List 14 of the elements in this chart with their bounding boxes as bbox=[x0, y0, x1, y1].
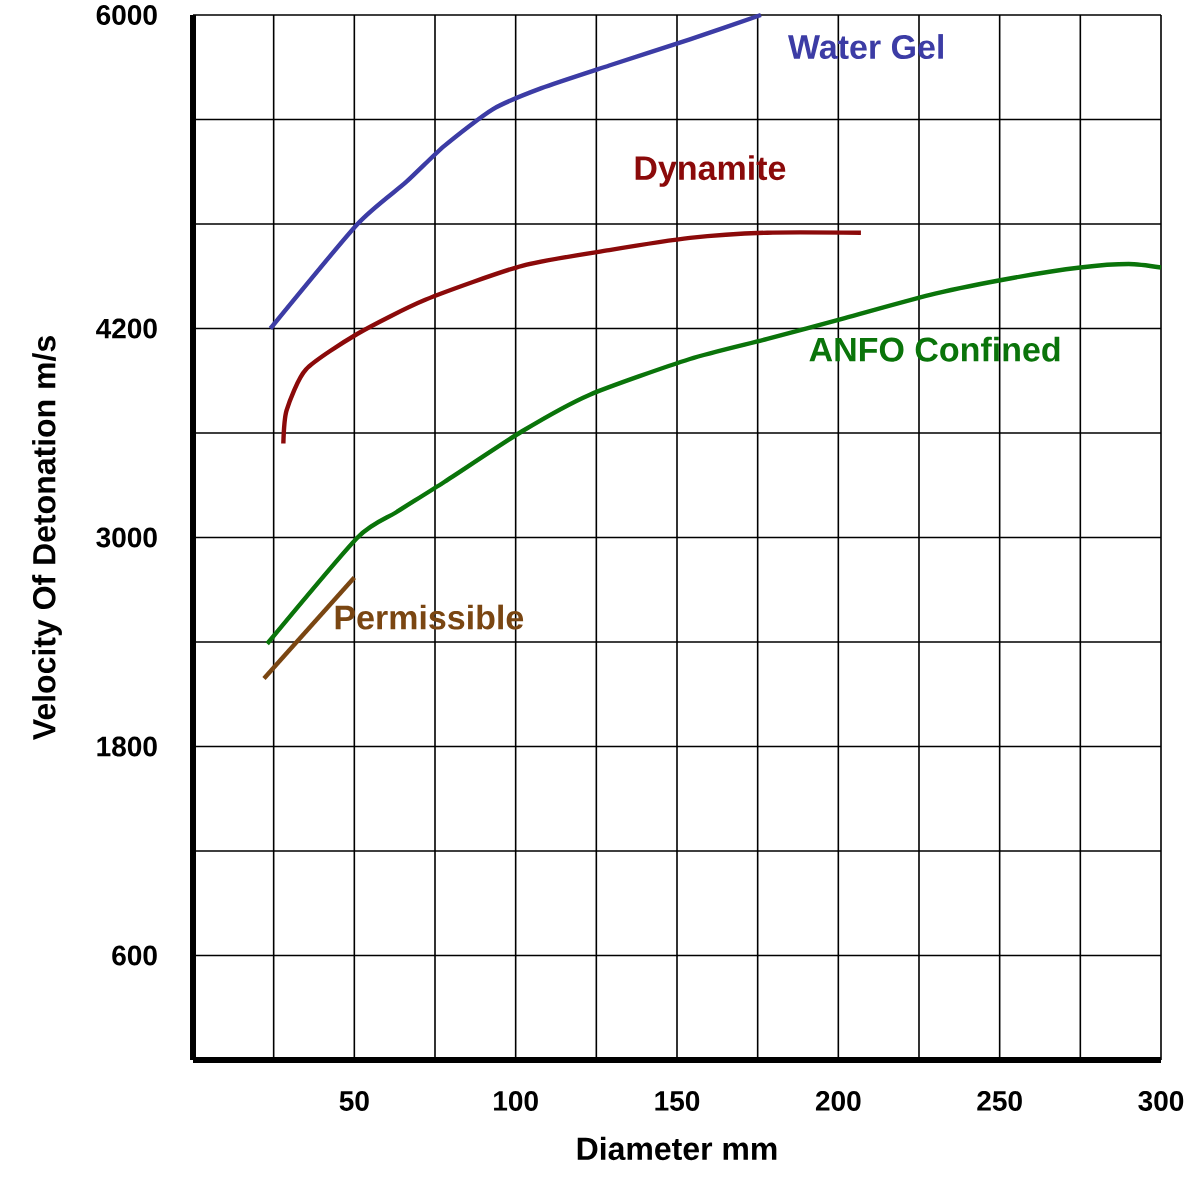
x-axis-title: Diameter mm bbox=[577, 1136, 777, 1161]
x-tick-label: 200 bbox=[815, 1091, 861, 1111]
x-tick-label: 100 bbox=[494, 1091, 538, 1111]
x-tick-label: 250 bbox=[977, 1091, 1022, 1111]
x-tick-label: 150 bbox=[655, 1091, 700, 1111]
line-series bbox=[265, 261, 1164, 646]
y-tick-label: 4200 bbox=[96, 318, 157, 339]
y-tick-label: 6000 bbox=[96, 5, 157, 25]
x-tick-label: 50 bbox=[339, 1091, 369, 1111]
y-axis-title: Velocity Of Detonation m/s bbox=[32, 336, 62, 740]
y-tick-label: 600 bbox=[112, 945, 157, 966]
y-tick-label: 3000 bbox=[96, 527, 157, 548]
y-tick-label: 1800 bbox=[97, 736, 157, 757]
x-tick-label: 300 bbox=[1138, 1091, 1184, 1111]
